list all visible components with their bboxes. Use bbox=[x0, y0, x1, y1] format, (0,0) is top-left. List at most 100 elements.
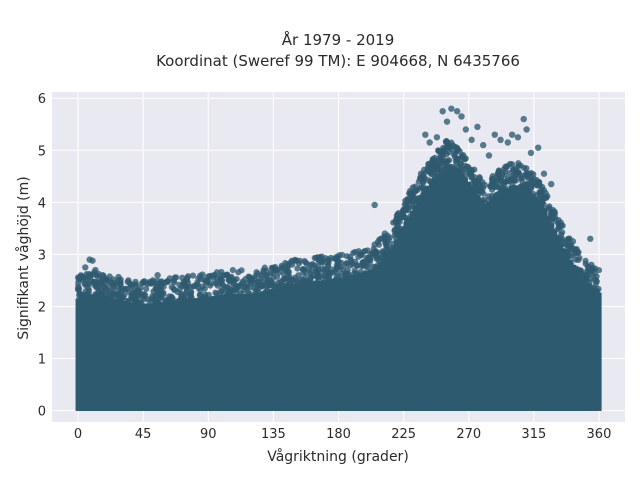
data-point bbox=[212, 289, 219, 296]
data-point bbox=[309, 398, 316, 405]
data-point bbox=[92, 266, 99, 274]
data-point bbox=[433, 134, 441, 141]
data-point bbox=[277, 288, 284, 295]
data-point bbox=[131, 299, 139, 306]
data-point bbox=[591, 270, 598, 277]
data-point bbox=[548, 180, 555, 188]
data-point bbox=[161, 297, 169, 304]
data-point bbox=[109, 299, 116, 306]
x-tick-label: 180 bbox=[326, 427, 351, 442]
data-point bbox=[109, 292, 117, 299]
data-point bbox=[222, 285, 229, 292]
data-point bbox=[572, 403, 579, 410]
data-point bbox=[457, 170, 464, 177]
data-point bbox=[479, 141, 487, 149]
data-point bbox=[588, 402, 595, 410]
data-point-cluster bbox=[594, 292, 602, 411]
data-point bbox=[136, 287, 143, 295]
data-point bbox=[588, 284, 595, 292]
data-point bbox=[189, 272, 197, 279]
data-point bbox=[474, 196, 481, 203]
data-point bbox=[322, 255, 329, 262]
data-point bbox=[373, 255, 381, 263]
data-point bbox=[176, 286, 183, 293]
data-point bbox=[548, 222, 555, 229]
data-point bbox=[364, 402, 371, 409]
data-point bbox=[314, 263, 322, 270]
data-point bbox=[418, 402, 425, 409]
data-point bbox=[447, 144, 454, 151]
data-point bbox=[563, 248, 570, 256]
data-point bbox=[333, 400, 340, 407]
data-point bbox=[508, 131, 516, 138]
x-tick-label: 315 bbox=[521, 427, 546, 442]
data-point bbox=[273, 273, 281, 280]
data-point bbox=[434, 402, 441, 409]
data-point bbox=[355, 248, 362, 255]
data-point bbox=[440, 401, 447, 408]
data-point bbox=[407, 196, 415, 204]
data-point bbox=[149, 279, 156, 286]
data-point bbox=[512, 165, 519, 172]
data-point bbox=[294, 265, 301, 272]
data-point bbox=[530, 398, 537, 406]
data-point bbox=[595, 285, 602, 293]
data-point bbox=[270, 282, 277, 289]
data-point bbox=[77, 274, 85, 282]
data-point bbox=[558, 229, 566, 236]
data-point bbox=[339, 266, 346, 273]
data-point bbox=[411, 183, 419, 190]
data-point bbox=[540, 187, 548, 194]
data-point bbox=[557, 403, 565, 411]
data-point bbox=[517, 172, 524, 179]
data-point bbox=[504, 163, 511, 170]
data-point bbox=[82, 264, 89, 271]
data-point bbox=[344, 270, 351, 277]
data-point bbox=[506, 404, 513, 411]
data-point bbox=[141, 303, 148, 310]
data-point bbox=[263, 267, 270, 274]
data-point bbox=[235, 293, 242, 301]
data-point bbox=[443, 118, 451, 125]
data-point bbox=[293, 282, 300, 289]
data-point bbox=[273, 403, 281, 410]
data-point bbox=[478, 188, 485, 195]
data-point bbox=[393, 216, 401, 224]
data-point bbox=[532, 404, 539, 411]
data-point bbox=[305, 265, 313, 273]
data-points bbox=[74, 105, 603, 412]
data-point bbox=[264, 400, 271, 407]
data-point bbox=[223, 272, 231, 279]
data-point bbox=[141, 278, 148, 285]
data-point bbox=[568, 261, 575, 268]
y-tick-label: 3 bbox=[38, 248, 46, 263]
data-point bbox=[291, 274, 299, 282]
data-point bbox=[190, 283, 197, 290]
data-point bbox=[269, 403, 276, 410]
data-point bbox=[508, 176, 515, 183]
x-tick-label: 0 bbox=[74, 427, 82, 442]
data-point bbox=[504, 139, 511, 146]
data-point bbox=[311, 254, 318, 262]
data-point bbox=[122, 402, 129, 409]
data-point bbox=[511, 184, 518, 191]
data-point bbox=[238, 267, 245, 274]
data-point bbox=[422, 131, 429, 138]
y-tick-label: 2 bbox=[38, 300, 46, 315]
data-point bbox=[313, 269, 320, 276]
data-point bbox=[84, 402, 92, 409]
data-point bbox=[384, 253, 391, 260]
data-point bbox=[474, 123, 481, 131]
data-point bbox=[244, 280, 251, 287]
data-point bbox=[379, 248, 386, 255]
data-point bbox=[188, 288, 195, 295]
data-point bbox=[225, 400, 232, 407]
data-point bbox=[371, 201, 378, 209]
data-point bbox=[398, 225, 405, 233]
data-point bbox=[544, 404, 551, 411]
data-point bbox=[367, 250, 374, 258]
data-point bbox=[567, 253, 574, 260]
x-axis-label: Vågriktning (grader) bbox=[267, 448, 409, 465]
data-point bbox=[207, 282, 214, 289]
